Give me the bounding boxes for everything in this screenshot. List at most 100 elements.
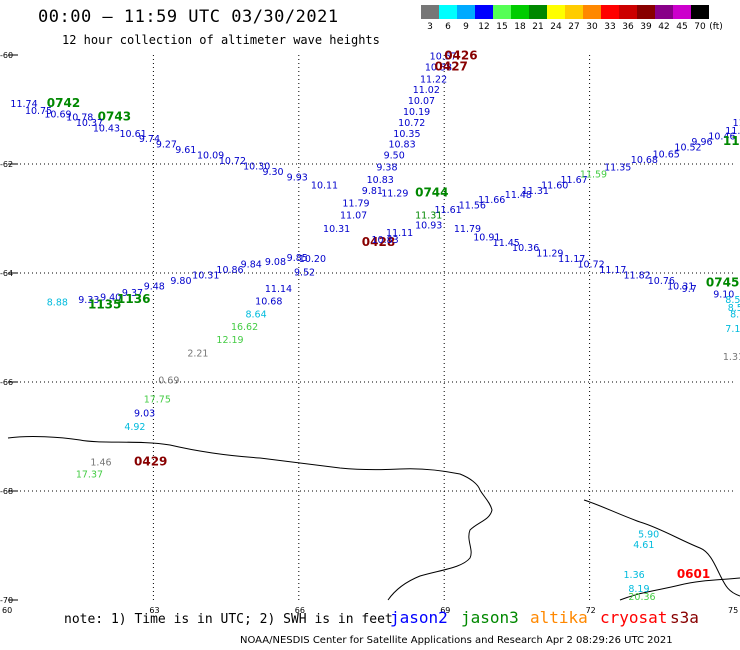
- wave-height-value: 11.17: [558, 254, 585, 265]
- wave-height-value: 1.36: [624, 570, 645, 581]
- legend-label: 9: [463, 22, 469, 32]
- wave-height-value: 11.48: [505, 190, 532, 201]
- legend-label: 6: [445, 22, 451, 32]
- mission-s3a: s3a: [670, 608, 699, 627]
- wave-height-value: 11.59: [580, 170, 607, 181]
- wave-height-value: 10.72: [398, 118, 425, 129]
- legend-swatch: [511, 5, 529, 19]
- legend-swatch: [673, 5, 691, 19]
- latitude-label: -60: [0, 51, 13, 60]
- wave-height-value: 10.86: [216, 265, 243, 276]
- wave-height-value: 10.69: [44, 110, 71, 121]
- wave-height-value: 8.19: [628, 584, 649, 595]
- wave-height-value: 10.52: [674, 142, 701, 153]
- wave-height-value: 2.21: [187, 348, 208, 359]
- wave-height-value: 11.29: [536, 249, 563, 260]
- legend-label: 3: [427, 22, 433, 32]
- wave-height-value: 8.64: [245, 310, 266, 321]
- wave-height-value: 1.31: [723, 352, 740, 363]
- wave-height-value: 8.57: [730, 310, 740, 321]
- wave-height-value: 9.30: [262, 167, 283, 178]
- legend-unit: (ft): [709, 22, 723, 32]
- wave-height-value: 9.33: [78, 295, 99, 306]
- mission-cryosat: cryosat: [600, 608, 668, 627]
- wave-height-value: 9.81: [362, 186, 383, 197]
- wave-height-value: 4.61: [633, 540, 654, 551]
- longitude-label: 60: [2, 606, 12, 615]
- wave-height-value: 10.30: [243, 161, 270, 172]
- coastline-southeast-path: [619, 577, 740, 601]
- wave-height-value: 10.31: [192, 270, 219, 281]
- wave-height-value: 1.46: [90, 457, 111, 468]
- legend-label: 18: [514, 22, 526, 32]
- wave-height-value: 10.83: [372, 235, 399, 246]
- wave-height-value: 8.56: [728, 303, 740, 314]
- legend-label: 12: [478, 22, 490, 32]
- wave-height-value: 10.72: [577, 260, 604, 271]
- wave-height-value: 10.61: [119, 129, 146, 140]
- pass-time-label: 0429: [134, 454, 167, 468]
- legend-swatch: [583, 5, 601, 19]
- wave-height-value: 10.09: [197, 151, 224, 162]
- wave-height-value: 8.56: [725, 295, 740, 306]
- legend-swatch: [601, 5, 619, 19]
- legend-label: 33: [604, 22, 616, 32]
- pass-time-label: 0427: [435, 59, 468, 73]
- legend-swatch: [475, 5, 493, 19]
- wave-height-value: 10.38: [425, 62, 452, 73]
- wave-height-value: 10.36: [512, 243, 539, 254]
- wave-height-color-legend: 3 6 9 12 15 18 21 24 27 30 33 36 39 42 45 70 (ft): [421, 5, 739, 35]
- legend-swatch: [493, 5, 511, 19]
- pass-time-label: 1136: [117, 292, 150, 306]
- legend-label: 30: [586, 22, 598, 32]
- longitude-label: 72: [586, 606, 596, 615]
- coastline-east-path: [583, 499, 740, 597]
- wave-height-value: 10.31: [667, 281, 694, 292]
- legend-label: 42: [658, 22, 670, 32]
- map-subtitle: 12 hour collection of altimeter wave hei…: [62, 33, 380, 47]
- wave-height-value: 0.69: [158, 376, 179, 387]
- wave-height-value: 9.08: [265, 257, 286, 268]
- wave-height-value: 10.57: [430, 51, 457, 62]
- coastline: [7, 436, 740, 601]
- wave-height-value: 10.37: [76, 118, 103, 129]
- legend-swatch: [565, 5, 583, 19]
- wave-height-value: 10.19: [403, 107, 430, 118]
- wave-height-value: 11.67: [561, 175, 588, 186]
- longitude-label: 63: [149, 606, 159, 615]
- wave-height-value: 17.75: [144, 395, 171, 406]
- wave-height-value: 10.78: [66, 112, 93, 123]
- legend-label: 21: [532, 22, 544, 32]
- longitude-label: 69: [440, 606, 450, 615]
- wave-height-value: 11.35: [604, 163, 631, 174]
- wave-height-value: 10.91: [473, 232, 500, 243]
- wave-height-value: 11.17: [599, 265, 626, 276]
- wave-height-value: 8.88: [47, 298, 68, 309]
- wave-height-value: 17.37: [76, 469, 103, 480]
- wave-height-value: 7.19: [725, 324, 740, 335]
- legend-swatch: [691, 5, 709, 19]
- wave-height-value: 10.76: [648, 276, 675, 287]
- wave-height-value: 10.68: [631, 155, 658, 166]
- pass-time-label: 0742: [47, 96, 80, 110]
- wave-height-value: 4.92: [124, 422, 145, 433]
- legend-label: 39: [640, 22, 652, 32]
- wave-height-value: 11.02: [413, 85, 440, 96]
- legend-label: 36: [622, 22, 634, 32]
- wave-height-value: 9.10: [713, 290, 734, 301]
- wave-height-value: 9.52: [294, 268, 315, 279]
- latitude-label: -68: [0, 487, 13, 496]
- wave-height-value: 9.74: [139, 134, 160, 145]
- wave-height-value: 10.07: [408, 96, 435, 107]
- wave-height-value: 9.96: [691, 137, 712, 148]
- wave-height-value: 12.19: [216, 335, 243, 346]
- wave-height-value: 11.82: [624, 270, 651, 281]
- wave-height-value: 9.85: [287, 253, 308, 264]
- longitude-label: 66: [295, 606, 305, 615]
- wave-height-value: 9.93: [287, 172, 308, 183]
- legend-swatch: [655, 5, 673, 19]
- legend-swatch: [547, 5, 565, 19]
- wave-height-value: 9.38: [376, 163, 397, 174]
- pass-time-label: 0601: [677, 567, 710, 581]
